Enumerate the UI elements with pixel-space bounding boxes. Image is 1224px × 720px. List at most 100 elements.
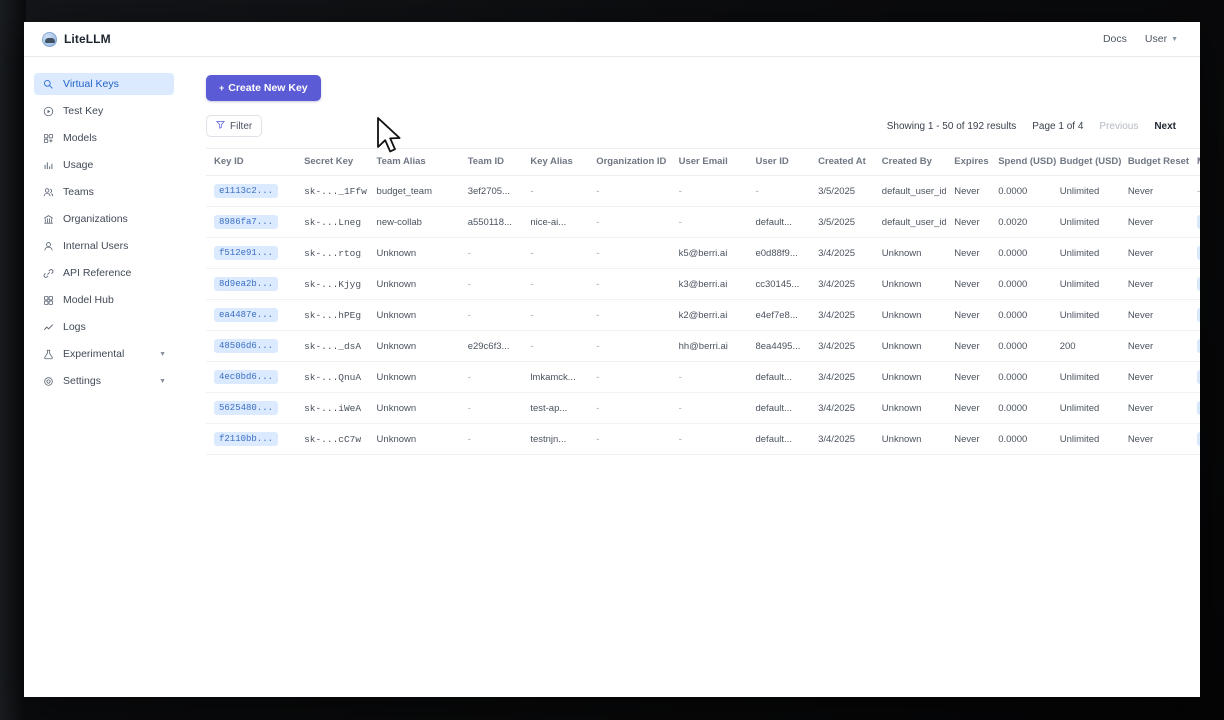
key-id-link[interactable]: 5625480... [214,401,279,415]
key-id-link[interactable]: ea4487e... [214,308,279,322]
cell-user-email: - [670,392,748,424]
sidebar-item-virtual-keys[interactable]: Virtual Keys [34,73,174,95]
cell-secret-key: sk-...Lneg [296,206,369,238]
table-row[interactable]: 48506d6... sk-..._dsA Unknown e29c6f3... - - h… [206,330,1200,362]
column-header-expires[interactable]: Expires [946,149,991,176]
column-header-organization-id[interactable]: Organization ID [588,149,671,176]
cell-user-email: - [670,454,748,460]
filter-button[interactable]: Filter [206,115,263,137]
sidebar-item-label: Settings [63,375,101,387]
cell-org-id: - [588,454,671,460]
table-row[interactable]: 8d9ea2b... sk-...Kjyg Unknown - - - k3@berri.a… [206,268,1200,300]
column-header-team-alias[interactable]: Team Alias [368,149,460,176]
sidebar-item-label: Internal Users [63,240,129,252]
cell-budget-reset: Never [1119,454,1189,460]
create-new-key-button[interactable]: + Create New Key [206,75,321,101]
column-header-key-id[interactable]: Key ID [206,149,297,176]
cell-spend: 0.0000 [990,175,1052,207]
link-icon [42,267,54,279]
column-header-user-id[interactable]: User ID [747,149,811,176]
next-page-button[interactable]: Next [1154,120,1176,132]
cell-key-id: 5625480... [206,392,297,424]
cell-secret-key: sk-...cC7w [296,423,369,455]
table-row[interactable]: 8986fa7... sk-...Lneg new-collab a550118...… [206,206,1200,238]
cell-spend: 0.0000 [990,268,1052,300]
sidebar-item-settings[interactable]: Settings ▼ [34,370,174,392]
cell-key-id: 48506d6... [206,330,297,362]
cell-budget-reset: Never [1119,237,1189,269]
cell-user-email: k2@berri.ai [670,299,748,331]
sidebar-item-label: API Reference [63,267,132,279]
table-row[interactable]: 4ec0bd6... sk-...QnuA Unknown - lmkamck... - -… [206,361,1200,393]
column-header-created-at[interactable]: Created At [810,149,874,176]
key-id-link[interactable]: 8d9ea2b... [214,277,279,291]
table-row[interactable]: df34850...sk-...DpKgUnknown----default..… [206,454,1200,460]
column-header-budget-reset[interactable]: Budget Reset [1119,149,1189,176]
column-header-models[interactable]: Models [1189,149,1200,176]
key-id-link[interactable]: f2110bb... [214,432,279,446]
cell-spend: 0.0000 [990,299,1052,331]
table-header-row: Key ID Secret Key Team Alias Team ID Key Ali… [206,149,1200,176]
cell-expires: Never [946,361,991,393]
sidebar-item-usage[interactable]: Usage [34,154,174,176]
sidebar-item-experimental[interactable]: Experimental ▼ [34,343,174,365]
column-header-user-email[interactable]: User Email [670,149,748,176]
previous-page-button[interactable]: Previous [1099,120,1139,132]
column-header-spend-usd[interactable]: Spend (USD) [990,149,1056,176]
cell-user-id: default... [747,454,811,460]
cell-user-id: default... [747,392,811,424]
key-id-link[interactable]: 4ec0bd6... [214,370,279,384]
cell-team-id: - [459,361,523,393]
cell-budget: Unlimited [1051,423,1120,455]
column-header-budget-usd[interactable]: Budget (USD) [1051,149,1121,176]
cell-key-id: 8d9ea2b... [206,268,297,300]
cell-models: all-team-m [1189,361,1200,393]
column-header-team-id[interactable]: Team ID [459,149,523,176]
cell-created-by: Unknown [873,361,947,393]
cell-models: no-default [1189,268,1200,300]
table-row[interactable]: ea4487e... sk-...hPEg Unknown - - - k2@berri.a… [206,299,1200,331]
sidebar-item-api-reference[interactable]: API Reference [34,262,174,284]
table-row[interactable]: f512e91... sk-...rtog Unknown - - - k5@berri.a… [206,237,1200,269]
cell-budget-reset: Never [1119,392,1189,424]
key-id-link[interactable]: 8986fa7... [214,215,279,229]
cell-user-id: default... [747,206,811,238]
docs-link[interactable]: Docs [1102,33,1127,45]
sidebar-item-model-hub[interactable]: Model Hub [34,289,174,311]
cell-spend: 0.0000 [990,423,1052,455]
key-id-link[interactable]: f512e91... [214,246,279,260]
cell-spend: 0.0000 [990,237,1052,269]
sidebar-item-internal-users[interactable]: Internal Users [34,235,174,257]
cell-budget: Unlimited [1051,206,1120,238]
table-row[interactable]: 5625480... sk-...iWeA Unknown - test-ap... - -… [206,392,1200,424]
brand-logo-group[interactable]: LiteLLM [42,31,111,47]
sidebar-item-organizations[interactable]: Organizations [34,208,174,230]
sidebar-item-test-key[interactable]: Test Key [34,100,174,122]
keys-table-scroll-container[interactable]: Key ID Secret Key Team Alias Team ID Key Ali… [206,148,1200,460]
column-header-created-by[interactable]: Created By [873,149,947,176]
table-row[interactable]: e1113c2... sk-..._1Ffw budget_team 3ef2705.… [206,175,1200,207]
plus-icon: + [219,83,225,93]
cell-expires: Never [946,330,991,362]
sidebar-item-teams[interactable]: Teams [34,181,174,203]
cell-secret-key: sk-...rtog [296,237,369,269]
cell-team-id: - [459,454,523,460]
litellm-app-window: LiteLLM Docs User ▼ Virtual Keys Test Key… [24,22,1200,697]
model-badge: no-default [1197,308,1200,322]
table-row[interactable]: f2110bb... sk-...cC7w Unknown - testnjn... - -… [206,423,1200,455]
cell-team-id: - [459,392,523,424]
column-header-key-alias[interactable]: Key Alias [522,149,589,176]
key-id-link[interactable]: 48506d6... [214,339,279,353]
cell-key-alias: testnjn... [522,423,589,455]
cell-budget: Unlimited [1051,454,1120,460]
user-menu[interactable]: User ▼ [1145,33,1178,45]
column-header-secret-key[interactable]: Secret Key [296,149,369,176]
key-id-link[interactable]: e1113c2... [214,184,279,198]
sidebar-item-logs[interactable]: Logs [34,316,174,338]
cell-team-alias: new-collab [368,206,460,238]
top-header-bar: LiteLLM Docs User ▼ [24,22,1200,57]
sidebar-item-models[interactable]: Models [34,127,174,149]
cell-created-at: 3/5/2025 [810,206,874,238]
cell-team-id: a550118... [459,206,523,238]
sidebar-item-label: Virtual Keys [63,78,119,90]
